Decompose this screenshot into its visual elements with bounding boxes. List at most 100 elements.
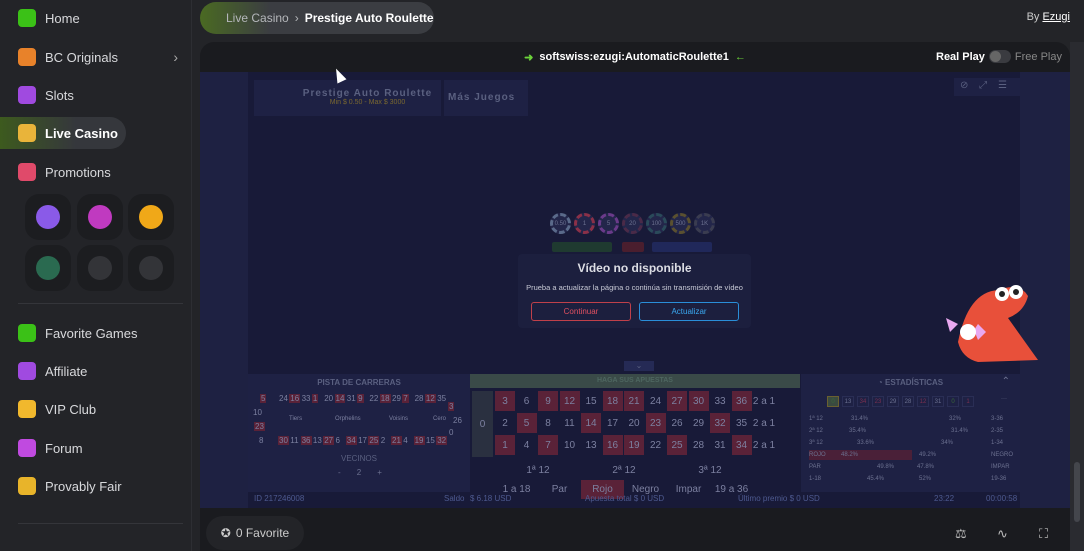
bet-number[interactable]: 13	[585, 439, 597, 451]
bet-number[interactable]: 35	[735, 417, 748, 429]
theater-mode-icon[interactable]: ⛶	[1039, 526, 1049, 541]
piggy-bank-icon[interactable]	[128, 194, 174, 240]
bet-number[interactable]: 16	[602, 435, 623, 455]
bet-number[interactable]: 15	[585, 395, 597, 407]
racetrack-section[interactable]: Tiers	[289, 416, 303, 422]
racetrack-number[interactable]: 16	[289, 394, 301, 403]
toggle-switch[interactable]	[988, 50, 1011, 63]
chip-1K[interactable]: 1K	[694, 213, 715, 234]
bet-number[interactable]: 36	[731, 391, 752, 411]
racetrack-number[interactable]: 4	[403, 436, 408, 445]
mute-icon[interactable]: ⊘	[960, 80, 969, 91]
racetrack-number[interactable]: 21	[391, 436, 402, 445]
racetrack-number[interactable]: 24	[279, 394, 288, 403]
sidebar-item-bc-originals[interactable]: BC Originals ›	[0, 41, 188, 73]
sidebar-item-promotions[interactable]: Promotions	[0, 156, 188, 188]
bet-column[interactable]: 2 a 1	[752, 439, 776, 451]
bet-number[interactable]: 8	[545, 417, 551, 429]
racetrack-number[interactable]: 13	[312, 436, 322, 445]
bet-number[interactable]: 1	[495, 435, 515, 455]
bet-column[interactable]: 2 a 1	[752, 417, 776, 429]
chip-1[interactable]: 1	[574, 213, 595, 234]
racetrack-number[interactable]: 14	[334, 394, 346, 403]
bet-number[interactable]: 5	[516, 413, 537, 433]
bet-number[interactable]: 10	[563, 439, 576, 451]
racetrack-number[interactable]: 6	[335, 436, 340, 445]
racetrack-number[interactable]: 3	[448, 402, 455, 411]
target-icon[interactable]	[25, 194, 71, 240]
chart-line-icon[interactable]: ∿	[997, 526, 1008, 541]
sidebar-item-vip-club[interactable]: VIP Club	[0, 393, 188, 425]
collapse-chevron-icon[interactable]: ⌄	[624, 361, 654, 371]
racetrack-number[interactable]: 5	[260, 394, 267, 403]
sidebar-item-forum[interactable]: Forum	[0, 432, 188, 464]
racetrack-number[interactable]: 25	[368, 436, 380, 445]
racetrack-number[interactable]: 8	[259, 436, 264, 445]
undo-button[interactable]	[652, 242, 712, 252]
racetrack-section[interactable]: Voisins	[389, 416, 409, 422]
bet-number[interactable]: 24	[649, 395, 662, 407]
rocket-icon[interactable]	[25, 245, 71, 291]
bet-19-a-36[interactable]: 19 a 36	[714, 484, 749, 495]
scrollbar[interactable]	[1070, 42, 1084, 551]
racetrack-number[interactable]: 7	[402, 394, 409, 403]
ticket-icon[interactable]	[77, 245, 123, 291]
racetrack-number[interactable]: 33	[301, 394, 311, 403]
bet-number[interactable]: 33	[714, 395, 726, 407]
bet-number[interactable]: 3	[495, 391, 515, 411]
bet-number[interactable]: 21	[624, 391, 644, 411]
play-mode-toggle[interactable]: Real Play Free Play	[936, 50, 1062, 63]
bet-number[interactable]: 14	[581, 413, 601, 433]
racetrack-number[interactable]: 36	[300, 436, 312, 445]
table-info[interactable]: Prestige Auto Roulette Min $ 0.50 - Max …	[254, 80, 441, 116]
racetrack-number[interactable]: 31	[346, 394, 356, 403]
racetrack-number[interactable]: 20	[324, 394, 334, 403]
bet-1-a-18[interactable]: 1 a 18	[502, 484, 531, 495]
bet-number[interactable]: 34	[731, 435, 752, 455]
racetrack-number[interactable]: 17	[358, 436, 367, 445]
bet-column[interactable]: 2 a 1	[752, 395, 776, 407]
bet-number[interactable]: 22	[649, 439, 662, 451]
menu-icon[interactable]: ☰	[997, 80, 1007, 91]
racetrack-number[interactable]: 34	[345, 436, 357, 445]
bet-zero[interactable]: 0	[472, 391, 493, 457]
bet-par[interactable]: Par	[551, 484, 568, 495]
bet-number[interactable]: 29	[692, 417, 705, 429]
bet-impar[interactable]: Impar	[675, 484, 702, 495]
bet-dozen[interactable]: 3ª 12	[698, 464, 722, 476]
bet-number[interactable]: 4	[523, 439, 530, 451]
racetrack-number[interactable]: 19	[413, 436, 425, 445]
clear-button[interactable]	[622, 242, 644, 252]
bet-number[interactable]: 31	[714, 439, 726, 451]
racetrack-number[interactable]: 12	[424, 394, 436, 403]
racetrack-number[interactable]: 29	[392, 394, 401, 403]
bet-number[interactable]: 26	[671, 417, 683, 429]
neighbors-plus-button[interactable]: +	[377, 468, 382, 477]
racetrack-number[interactable]: 1	[311, 394, 319, 403]
racetrack-number[interactable]: 23	[254, 422, 265, 431]
chip-100[interactable]: 100	[646, 213, 667, 234]
chevron-up-icon[interactable]: ⌃	[1001, 376, 1010, 387]
racetrack-section[interactable]: Cero	[433, 416, 447, 422]
bet-dozen[interactable]: 1ª 12	[526, 464, 550, 476]
bet-number[interactable]: 11	[564, 417, 575, 429]
bet-negro[interactable]: Negro	[631, 484, 660, 495]
sidebar-item-provably-fair[interactable]: Provably Fair	[0, 470, 188, 502]
bet-number[interactable]: 7	[538, 435, 558, 455]
sidebar-item-live-casino[interactable]: Live Casino	[0, 117, 126, 149]
more-results-button[interactable]: ···	[1001, 396, 1007, 402]
racetrack-number[interactable]: 10	[253, 408, 262, 417]
bet-dozen[interactable]: 2ª 12	[612, 464, 636, 476]
provider-link[interactable]: Ezugi	[1042, 11, 1070, 23]
fullscreen-icon[interactable]: ⤢	[979, 80, 988, 91]
refresh-button[interactable]: Actualizar	[639, 302, 739, 321]
more-games-button[interactable]: Más Juegos	[444, 80, 528, 116]
chip-0.50[interactable]: 0.50	[550, 213, 571, 234]
bet-number[interactable]: 6	[523, 395, 530, 407]
wheel-icon[interactable]	[77, 194, 123, 240]
bet-number[interactable]: 20	[628, 417, 640, 429]
racetrack-number[interactable]: 11	[290, 436, 299, 445]
favorite-button[interactable]: ✪ 0 Favorite	[206, 516, 304, 550]
breadcrumb-live-casino[interactable]: Live Casino	[226, 11, 289, 25]
racetrack-number[interactable]: 22	[369, 394, 379, 403]
